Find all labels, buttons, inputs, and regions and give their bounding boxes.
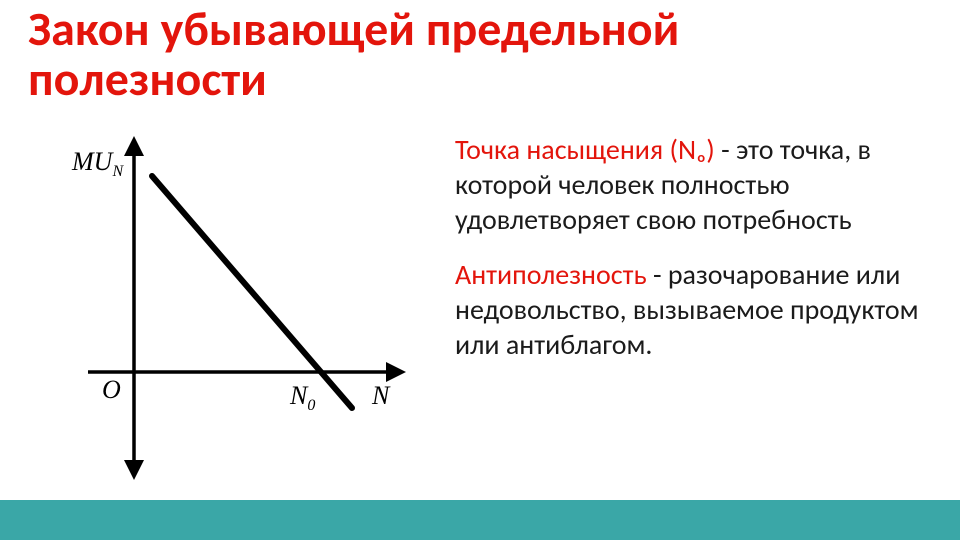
- y-axis-arrow: [124, 136, 144, 156]
- slide-title: Закон убывающей предельной полезности: [28, 4, 928, 105]
- y-axis-arrow-down: [124, 460, 144, 480]
- saturation-term: Точка насыщения (Nₒ): [455, 132, 715, 167]
- footer-band: [0, 500, 960, 540]
- saturation-definition: Точка насыщения (Nₒ) - это точка, в кото…: [455, 132, 935, 237]
- antiutility-term: Антиполезность: [455, 257, 647, 292]
- x-axis-arrow: [386, 362, 406, 382]
- definitions-block: Точка насыщения (Nₒ) - это точка, в кото…: [455, 132, 935, 382]
- x-axis-label: N: [371, 381, 391, 410]
- antiutility-definition: Антиполезность - разочарование или недов…: [455, 257, 935, 362]
- y-axis-label: MUN: [71, 147, 124, 180]
- slide: Закон убывающей предельной полезности MU…: [0, 0, 960, 540]
- marginal-utility-chart: MUN O N0 N: [42, 130, 422, 480]
- intercept-label: N0: [289, 381, 315, 414]
- origin-label: O: [102, 375, 121, 404]
